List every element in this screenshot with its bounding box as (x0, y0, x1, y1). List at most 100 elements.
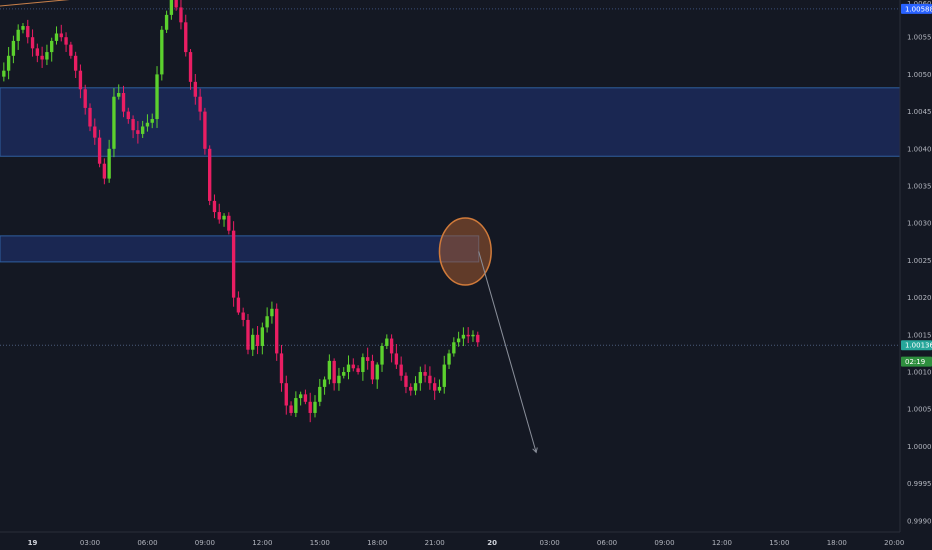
time-axis-panel[interactable] (0, 532, 932, 550)
candle-up (155, 74, 159, 120)
time-tick-label: 03:00 (80, 539, 100, 547)
candle-up (346, 364, 351, 373)
price-tag-label: 02:19 (905, 358, 925, 366)
candle-up (21, 26, 25, 30)
candle-up (45, 52, 49, 60)
candle-down (212, 200, 217, 213)
candles-layer (2, 0, 480, 423)
candle-up (322, 379, 327, 387)
price-tag-box (901, 3, 932, 14)
price-tag-label: 1.00136 (905, 342, 932, 350)
lines-layer (0, 0, 900, 346)
candle-down (40, 55, 44, 60)
candle-down (289, 405, 293, 413)
time-tick-label: 15:00 (310, 539, 330, 547)
candle-up (452, 342, 456, 354)
price-tick-label: 1.00100 (907, 369, 932, 377)
candle-down (59, 33, 63, 38)
price-tick-label: 1.00400 (907, 145, 932, 153)
time-tick-label: 21:00 (425, 539, 445, 547)
candle-down (217, 212, 221, 220)
candle-down (203, 111, 207, 149)
candle-up (145, 122, 150, 127)
candle-up (318, 386, 322, 402)
candle-down (227, 215, 231, 231)
price-tick-label: 1.00300 (907, 220, 932, 228)
candle-down (208, 148, 212, 201)
time-tick-label: 20 (487, 539, 497, 547)
price-axis[interactable]: 1.00550 1.00500 1.00450 1.00400 1.00350 1.003… (907, 0, 932, 525)
candle-up (337, 375, 341, 384)
candle-down (102, 163, 107, 179)
candle-up (361, 357, 365, 373)
trend-line (0, 0, 70, 7)
candle-down (284, 383, 288, 406)
candle-up (6, 55, 11, 71)
candle-up (342, 372, 346, 376)
candle-down (351, 364, 355, 369)
candle-up (385, 338, 389, 346)
time-tick-label: 15:00 (769, 539, 789, 547)
upper-supply-zone (0, 87, 901, 157)
candle-down (126, 111, 130, 120)
candle-down (231, 230, 236, 298)
time-tick-label: 18:00 (367, 539, 387, 547)
candle-down (466, 334, 470, 337)
candle-down (131, 119, 135, 131)
candle-down (64, 37, 68, 45)
candle-down (93, 126, 97, 138)
candle-up (447, 353, 451, 365)
zones-layer (0, 87, 901, 263)
candle-down (198, 96, 202, 112)
price-tick-label: 1.00150 (907, 331, 932, 339)
candle-up (112, 96, 116, 149)
highlight-circle (438, 217, 492, 286)
time-tick-label: 12:00 (712, 539, 732, 547)
price-tick-label: 1.00550 (907, 34, 932, 42)
candle-up (413, 383, 418, 391)
candle-up (265, 316, 269, 328)
candle-up (375, 364, 379, 380)
candle-down (356, 368, 360, 373)
price-tag-label: 1.00588 (905, 5, 932, 13)
candle-down (246, 319, 250, 350)
price-axis-panel[interactable] (900, 0, 932, 532)
candle-down (332, 360, 336, 384)
candle-down (279, 353, 284, 384)
candle-up (471, 334, 475, 337)
candle-up (270, 308, 274, 317)
candle-up (54, 33, 59, 41)
candle-down (236, 297, 241, 313)
candle-down (433, 383, 437, 391)
time-tick-label: 19 (28, 539, 38, 547)
candle-down (121, 93, 126, 112)
candle-up (107, 148, 111, 179)
candle-up (327, 360, 332, 380)
price-tick-label: 1.00350 (907, 183, 932, 191)
candle-down (404, 375, 408, 387)
candle-up (160, 29, 164, 75)
time-tick-label: 20:00 (884, 539, 904, 547)
time-tick-label: 18:00 (827, 539, 847, 547)
price-tick-label: 1.00050 (907, 406, 932, 414)
candle-down (30, 37, 35, 49)
candle-down (73, 55, 78, 71)
time-axis[interactable]: 19 03:00 06:00 09:00 12:00 15:00 18:00 21:00 20 0… (28, 539, 905, 547)
candle-down (409, 386, 413, 391)
candle-down (365, 357, 370, 361)
candle-down (275, 308, 279, 354)
candle-up (294, 398, 298, 413)
candle-up (140, 126, 145, 134)
candle-down (179, 7, 183, 23)
candle-up (16, 29, 20, 41)
candle-down (399, 364, 403, 376)
candle-up (164, 14, 169, 30)
candle-down (303, 394, 308, 402)
candle-down (35, 48, 40, 56)
candle-up (150, 119, 154, 123)
candle-down (88, 107, 92, 127)
